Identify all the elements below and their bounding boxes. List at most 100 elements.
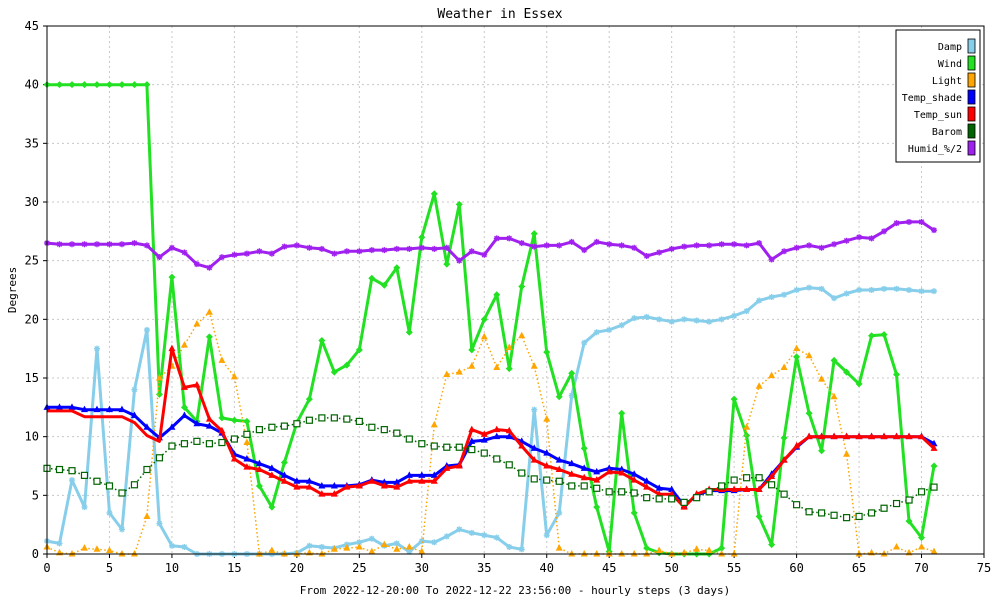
- temp-shade-point: [293, 477, 301, 484]
- series-humid-2: [44, 218, 938, 271]
- damp-point: [393, 540, 400, 547]
- barom-point: [93, 477, 101, 485]
- temp-sun-point: [768, 472, 776, 480]
- wind-point: [780, 434, 788, 442]
- barom-point: [930, 483, 938, 491]
- damp-point: [443, 533, 450, 540]
- light-point: [105, 546, 113, 553]
- wind-point: [280, 458, 288, 466]
- legend-label-light: Light: [932, 76, 962, 87]
- barom-point: [393, 429, 401, 437]
- chart-title: Weather in Essex: [437, 7, 562, 22]
- temp-sun-point: [305, 483, 313, 490]
- barom-point: [630, 489, 638, 497]
- damp-point: [93, 345, 100, 352]
- temp-sun-point: [743, 485, 751, 492]
- wind-point: [530, 230, 538, 238]
- legend-box: [895, 29, 981, 163]
- humid-2-point: [518, 240, 525, 247]
- humid-2-point: [481, 251, 488, 258]
- barom-point: [368, 423, 376, 431]
- temp-shade-point: [643, 477, 651, 484]
- x-tick-label: 20: [290, 561, 304, 575]
- temp-shade-point: [318, 481, 326, 489]
- temp-sun-point: [293, 483, 301, 490]
- humid-2-point: [831, 241, 838, 248]
- light-point: [205, 308, 213, 315]
- wind-point: [255, 482, 263, 490]
- temp-sun-point: [468, 425, 476, 433]
- damp-point: [918, 288, 925, 295]
- light-point: [768, 371, 776, 379]
- barom-point: [792, 501, 801, 509]
- wind-point: [243, 417, 251, 425]
- humid-2-point: [506, 235, 513, 242]
- humid-2-point: [818, 244, 825, 251]
- wind-point: [630, 509, 638, 517]
- damp-point: [456, 526, 463, 533]
- light-point: [493, 363, 501, 370]
- light-point: [155, 374, 163, 381]
- damp-point: [606, 326, 613, 333]
- barom-point: [693, 494, 701, 502]
- temp-shade-point: [255, 459, 263, 467]
- damp-point: [593, 329, 600, 336]
- wind-point: [380, 281, 388, 289]
- light-point: [368, 547, 376, 555]
- legend-label-temp-shade: Temp_shade: [902, 93, 962, 104]
- temp-sun-point: [455, 462, 463, 469]
- damp-point: [618, 322, 625, 329]
- temp-sun-point: [180, 383, 188, 390]
- temp-sun-point: [280, 477, 288, 484]
- humid-2-point: [356, 248, 363, 255]
- light-point: [430, 420, 438, 428]
- wind-point: [543, 348, 551, 356]
- barom-point: [605, 488, 613, 496]
- temp-sun-point: [643, 483, 651, 490]
- barom-point: [643, 494, 651, 502]
- damp-point: [756, 297, 763, 304]
- damp-point: [656, 316, 663, 323]
- light-point: [505, 343, 513, 350]
- damp-point: [631, 315, 638, 322]
- damp-point: [56, 540, 63, 547]
- temp-sun-point: [493, 425, 501, 433]
- light-point: [143, 512, 151, 519]
- barom-point: [168, 442, 176, 450]
- light-point: [930, 547, 938, 555]
- damp-point: [306, 542, 313, 549]
- light-point: [618, 550, 626, 557]
- temp-sun-point: [555, 465, 563, 473]
- barom-point: [855, 512, 863, 521]
- light-point: [530, 362, 538, 369]
- damp-point: [518, 546, 525, 553]
- barom-point: [180, 440, 189, 448]
- x-axis-label: From 2022-12-20:00 To 2022-12-22 23:56:0…: [300, 584, 730, 597]
- x-axis-ticks: 0 5 10 15 20 25 30 35 40 45 50 55 60 65 70 75: [43, 554, 991, 575]
- temp-shade-point: [330, 481, 338, 489]
- temp-sun-point: [418, 477, 426, 484]
- humid-2-point: [381, 247, 388, 254]
- temp-shade-point: [568, 459, 576, 467]
- humid-2-point: [631, 244, 638, 251]
- plot-frame: [46, 25, 985, 555]
- y-tick-label: 0: [32, 547, 39, 561]
- humid-2-point: [806, 242, 813, 249]
- humid-2-point: [568, 238, 575, 245]
- humid-2-point: [331, 250, 338, 257]
- humid-2-point: [843, 237, 850, 244]
- wind-point: [443, 260, 451, 268]
- humid-2-point: [668, 245, 675, 252]
- temp-sun-point: [880, 432, 888, 440]
- humid-2-point: [556, 242, 563, 249]
- legend: Damp Wind Light Temp_shade Temp_sun Barom Humi…: [895, 29, 981, 163]
- humid-2-point: [231, 251, 238, 258]
- wind-point: [505, 365, 513, 373]
- barom-point: [68, 467, 76, 475]
- humid-2-point: [693, 242, 700, 249]
- temp-sun-point: [518, 442, 526, 449]
- barom-point: [380, 426, 388, 434]
- humid-2-point: [131, 240, 138, 247]
- damp-point: [356, 539, 363, 546]
